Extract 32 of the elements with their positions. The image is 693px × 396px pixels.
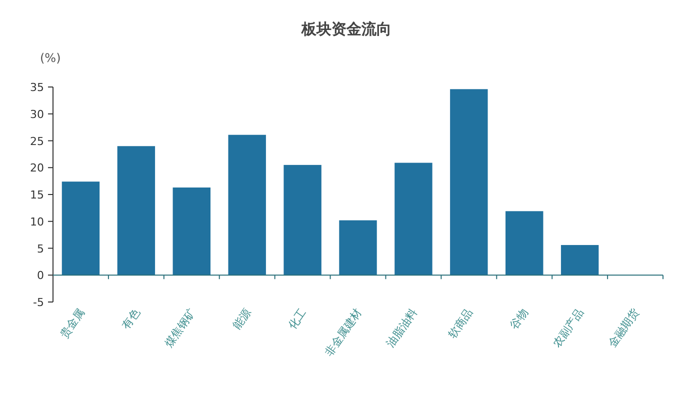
y-tick-label: 15: [30, 188, 44, 202]
bar: [506, 211, 544, 276]
y-tick-label: 10: [30, 215, 44, 228]
y-tick-label: 35: [30, 81, 44, 94]
bar: [228, 134, 266, 276]
bar: [172, 188, 210, 276]
bar: [339, 220, 377, 276]
y-tick-label: 25: [30, 134, 44, 148]
y-axis-title: (%): [40, 51, 61, 65]
bar: [560, 245, 599, 276]
y-tick-label: 5: [37, 242, 44, 256]
x-tick-label: 有色: [119, 306, 143, 332]
bar: [117, 146, 156, 276]
x-tick-label: 金融期货: [606, 306, 642, 350]
x-tick-label: 油脂油料: [384, 306, 420, 350]
y-tick-label: 0: [37, 269, 44, 282]
x-tick-label: 软商品: [446, 306, 476, 341]
x-tick-label: 煤焦钢矿: [162, 306, 198, 350]
y-tick-label: 20: [30, 162, 44, 175]
bar: [450, 89, 488, 276]
bar: [284, 164, 322, 276]
x-tick-label: 能源: [230, 306, 254, 332]
x-tick-label: 农副产品: [550, 306, 586, 350]
x-tick-label: 贵金属: [58, 306, 88, 341]
x-tick-label: 非金属建材: [322, 306, 364, 359]
y-tick-label: -5: [33, 296, 44, 309]
x-tick-label: 谷物: [508, 306, 531, 332]
y-tick-label: 30: [30, 108, 44, 121]
x-tick-label: 化工: [286, 306, 310, 332]
bar: [62, 182, 100, 276]
bar: [394, 162, 432, 276]
chart-title: 板块资金流向: [300, 20, 392, 38]
